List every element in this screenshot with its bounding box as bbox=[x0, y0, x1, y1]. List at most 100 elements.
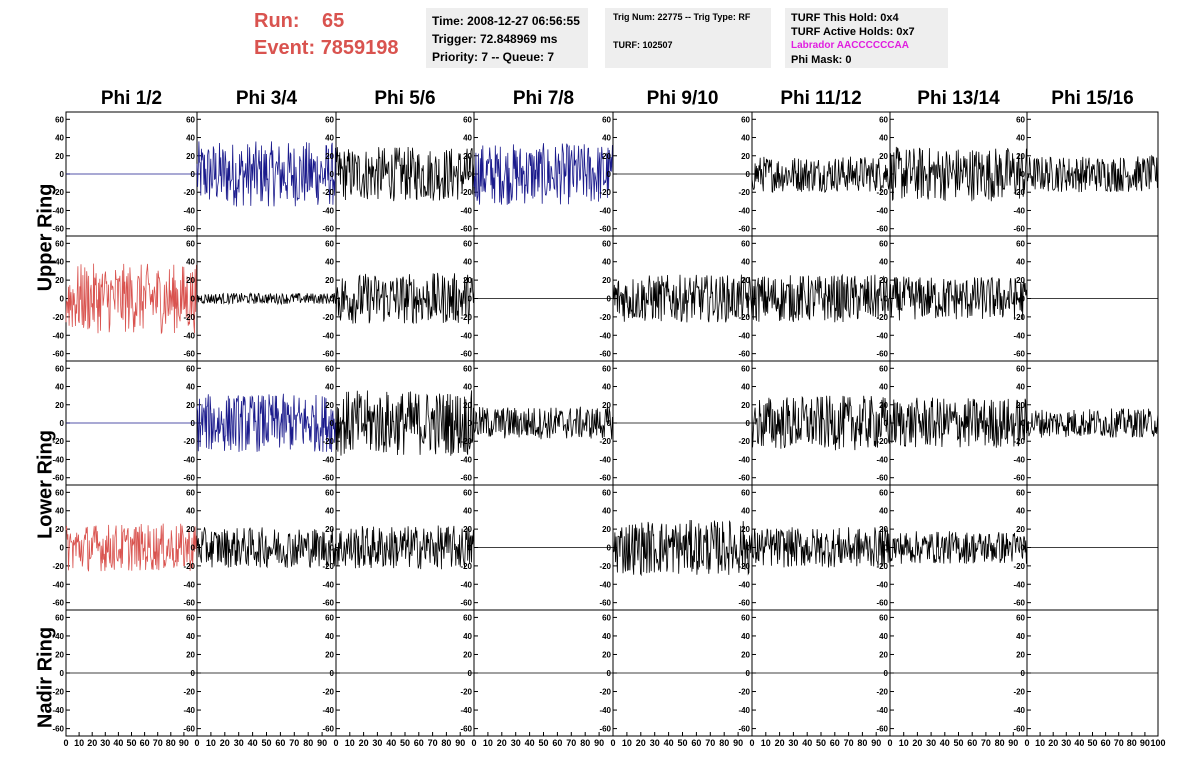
x-tick-label: 10 bbox=[622, 738, 632, 748]
y-tick-label: 40 bbox=[325, 632, 334, 641]
y-tick-label: -20 bbox=[322, 688, 334, 697]
x-tick-label: 80 bbox=[995, 738, 1005, 748]
y-tick-label: -40 bbox=[738, 455, 750, 464]
x-tick-label: 80 bbox=[719, 738, 729, 748]
y-tick-label: 40 bbox=[55, 134, 64, 143]
y-tick-label: -40 bbox=[460, 706, 472, 715]
turf-active-holds: TURF Active Holds: 0x7 bbox=[791, 26, 915, 38]
y-tick-label: 40 bbox=[1016, 134, 1025, 143]
y-tick-label: 0 bbox=[1021, 295, 1026, 304]
x-tick-label: 40 bbox=[248, 738, 258, 748]
y-tick-label: -60 bbox=[738, 350, 750, 359]
column-header-6: Phi 11/12 bbox=[780, 88, 862, 109]
y-tick-label: 40 bbox=[463, 632, 472, 641]
y-tick-label: -40 bbox=[183, 206, 195, 215]
y-tick-label: -40 bbox=[1013, 455, 1025, 464]
y-tick-label: -60 bbox=[183, 350, 195, 359]
y-tick-label: -20 bbox=[599, 188, 611, 197]
waveform-trace bbox=[751, 156, 891, 193]
y-tick-label: 0 bbox=[746, 419, 751, 428]
y-tick-label: 60 bbox=[1016, 239, 1025, 248]
waveform-trace bbox=[473, 406, 614, 440]
y-tick-label: 20 bbox=[741, 525, 750, 534]
y-tick-label: -60 bbox=[738, 225, 750, 234]
y-tick-label: 60 bbox=[1016, 115, 1025, 124]
y-tick-label: 0 bbox=[191, 669, 196, 678]
x-tick-label: 10 bbox=[206, 738, 216, 748]
y-tick-label: -60 bbox=[52, 225, 64, 234]
y-tick-label: 60 bbox=[325, 613, 334, 622]
y-tick-label: -40 bbox=[599, 206, 611, 215]
y-tick-label: 0 bbox=[191, 170, 196, 179]
y-tick-label: 20 bbox=[55, 276, 64, 285]
y-tick-label: 60 bbox=[602, 364, 611, 373]
y-tick-label: 20 bbox=[463, 276, 472, 285]
y-tick-label: -20 bbox=[1013, 313, 1025, 322]
y-tick-label: -40 bbox=[1013, 331, 1025, 340]
x-tick-label: 20 bbox=[497, 738, 507, 748]
y-tick-label: -40 bbox=[876, 455, 888, 464]
y-tick-label: 40 bbox=[741, 134, 750, 143]
turf-this-hold: TURF This Hold: 0x4 bbox=[791, 12, 899, 24]
x-tick-label: 20 bbox=[87, 738, 97, 748]
y-tick-label: 0 bbox=[746, 295, 751, 304]
y-tick-label: 0 bbox=[60, 669, 65, 678]
y-tick-label: -20 bbox=[322, 437, 334, 446]
y-tick-label: 40 bbox=[1016, 258, 1025, 267]
y-tick-label: 60 bbox=[325, 364, 334, 373]
x-tick-label: 30 bbox=[372, 738, 382, 748]
x-tick-label: 50 bbox=[677, 738, 687, 748]
y-tick-label: 0 bbox=[191, 544, 196, 553]
y-tick-label: 0 bbox=[191, 419, 196, 428]
y-tick-label: 20 bbox=[186, 152, 195, 161]
y-tick-label: -40 bbox=[52, 331, 64, 340]
turf-text: TURF: 102507 bbox=[613, 40, 673, 50]
y-tick-label: -60 bbox=[52, 725, 64, 734]
trigger-text: Trigger: 72.848969 ms bbox=[432, 32, 558, 46]
y-tick-label: -60 bbox=[599, 474, 611, 483]
y-tick-label: -40 bbox=[322, 455, 334, 464]
y-tick-label: 40 bbox=[325, 507, 334, 516]
y-tick-label: -40 bbox=[738, 706, 750, 715]
y-tick-label: -60 bbox=[738, 599, 750, 608]
waveform-trace bbox=[889, 531, 1028, 564]
x-tick-label: 60 bbox=[691, 738, 701, 748]
y-tick-label: -20 bbox=[1013, 562, 1025, 571]
y-tick-label: 20 bbox=[55, 525, 64, 534]
y-tick-label: 20 bbox=[325, 401, 334, 410]
y-tick-label: 20 bbox=[325, 525, 334, 534]
y-tick-label: 60 bbox=[1016, 488, 1025, 497]
y-tick-label: 60 bbox=[1016, 613, 1025, 622]
y-tick-label: -40 bbox=[322, 580, 334, 589]
waveform-trace bbox=[335, 272, 475, 325]
y-tick-label: -60 bbox=[599, 599, 611, 608]
x-tick-label: 0 bbox=[1024, 738, 1029, 748]
y-tick-label: 60 bbox=[741, 115, 750, 124]
y-tick-label: 60 bbox=[1016, 364, 1025, 373]
y-tick-label: 40 bbox=[602, 507, 611, 516]
y-tick-label: 20 bbox=[55, 152, 64, 161]
x-tick-label: 40 bbox=[386, 738, 396, 748]
y-tick-label: 20 bbox=[741, 276, 750, 285]
waveform-trace bbox=[751, 527, 891, 568]
x-tick-label: 50 bbox=[126, 738, 136, 748]
y-tick-label: 60 bbox=[879, 488, 888, 497]
y-tick-label: 20 bbox=[879, 650, 888, 659]
y-tick-label: 20 bbox=[1016, 525, 1025, 534]
y-tick-label: 60 bbox=[55, 613, 64, 622]
y-tick-label: -40 bbox=[1013, 206, 1025, 215]
x-tick-label: 20 bbox=[775, 738, 785, 748]
y-tick-label: -20 bbox=[183, 437, 195, 446]
y-tick-label: 40 bbox=[1016, 383, 1025, 392]
x-tick-label: 90 bbox=[455, 738, 465, 748]
waveform-trace bbox=[65, 523, 198, 572]
y-tick-label: -60 bbox=[1013, 225, 1025, 234]
y-tick-label: 40 bbox=[55, 258, 64, 267]
y-tick-label: -20 bbox=[1013, 688, 1025, 697]
y-tick-label: 0 bbox=[884, 170, 889, 179]
y-tick-label: -60 bbox=[460, 350, 472, 359]
x-tick-label: 80 bbox=[441, 738, 451, 748]
waveform-trace bbox=[473, 143, 614, 205]
y-tick-label: 20 bbox=[1016, 650, 1025, 659]
y-tick-label: 0 bbox=[884, 295, 889, 304]
